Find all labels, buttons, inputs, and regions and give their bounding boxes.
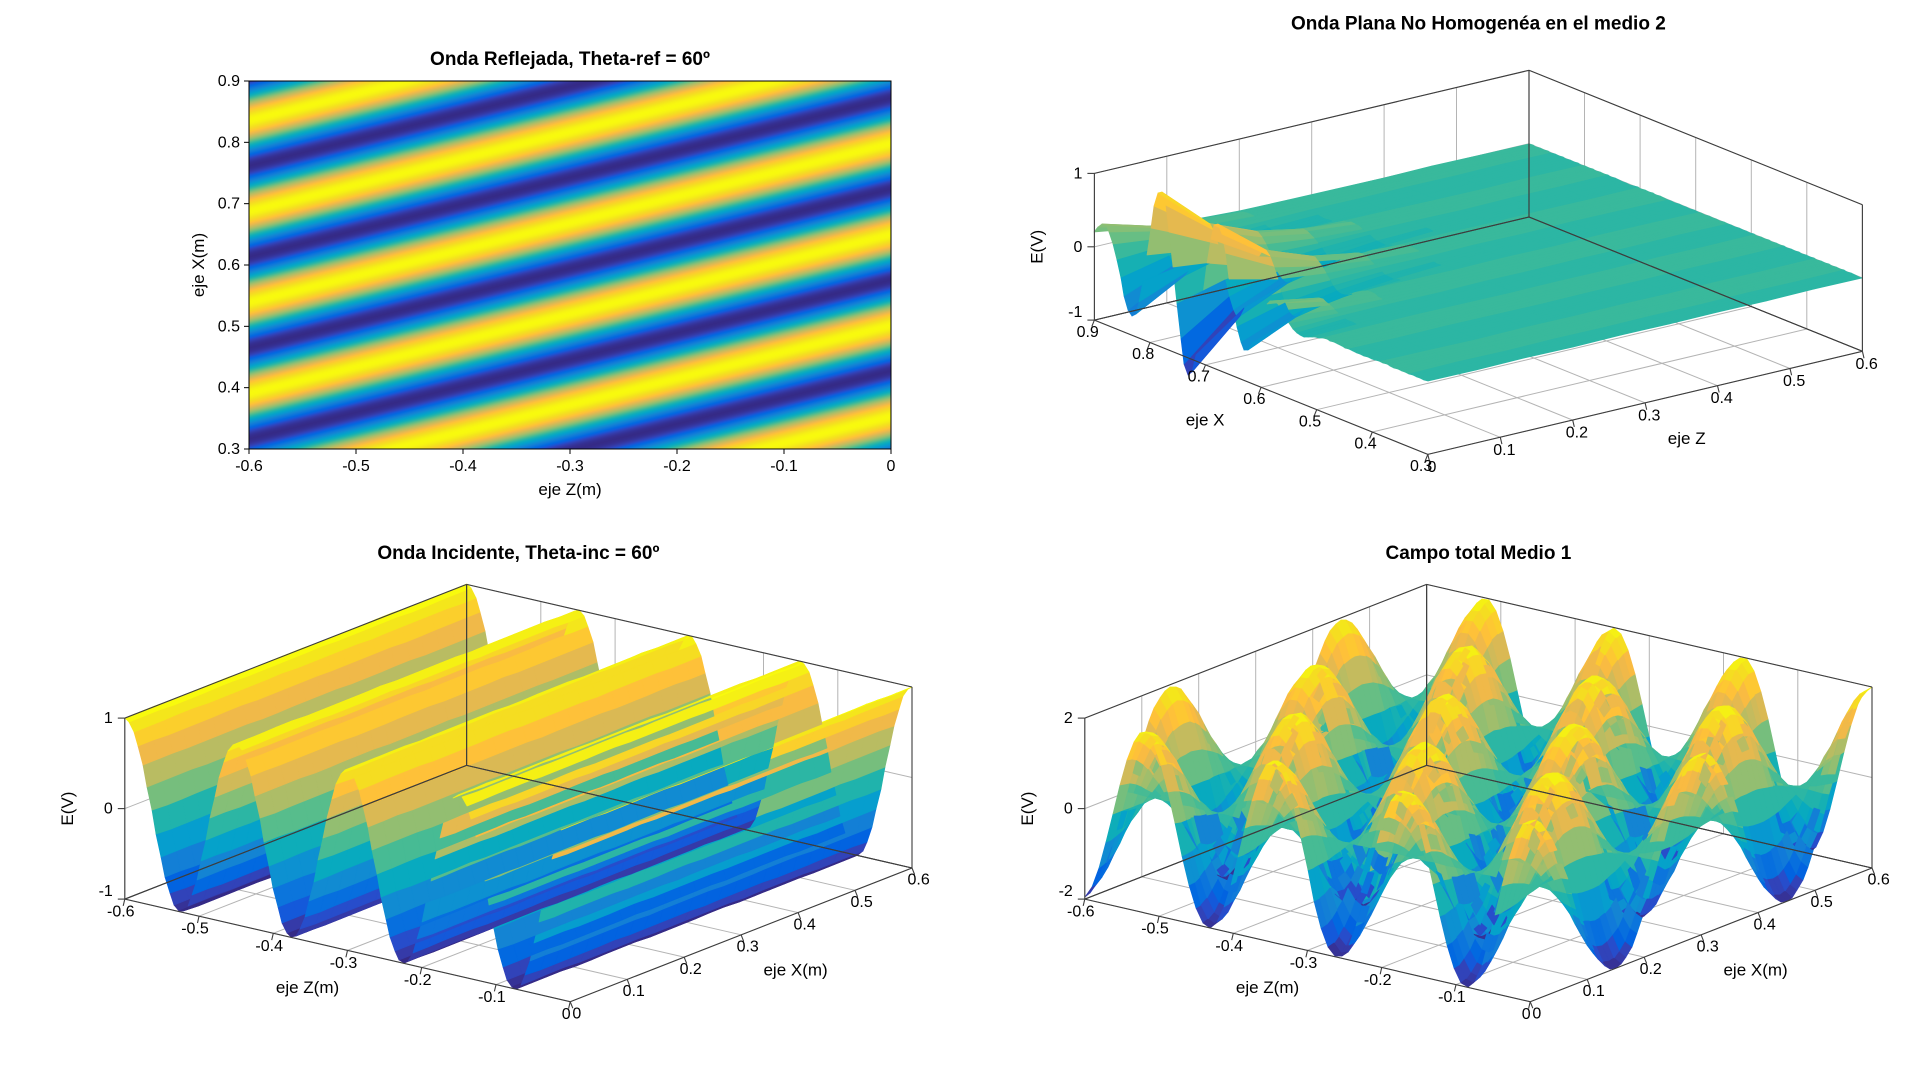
svg-text:-0.6: -0.6 — [107, 904, 135, 921]
svg-text:-1: -1 — [99, 883, 113, 900]
svg-text:0.5: 0.5 — [218, 318, 240, 335]
svg-text:0.6: 0.6 — [1243, 391, 1265, 408]
svg-text:0.4: 0.4 — [1354, 436, 1376, 453]
svg-text:eje X(m): eje X(m) — [189, 233, 208, 297]
svg-text:0.7: 0.7 — [218, 196, 240, 213]
svg-text:-0.3: -0.3 — [330, 955, 358, 972]
svg-text:eje Z(m): eje Z(m) — [538, 480, 601, 499]
svg-text:0.2: 0.2 — [680, 961, 702, 978]
svg-text:0.3: 0.3 — [1638, 407, 1660, 424]
svg-text:eje Z: eje Z — [1668, 429, 1706, 448]
svg-text:E(V): E(V) — [58, 792, 77, 826]
svg-text:0.6: 0.6 — [907, 872, 929, 889]
svg-text:0.3: 0.3 — [737, 939, 759, 956]
svg-text:0.9: 0.9 — [218, 73, 240, 90]
svg-text:0.4: 0.4 — [218, 380, 240, 397]
svg-text:0.8: 0.8 — [218, 134, 240, 151]
svg-text:0: 0 — [572, 1006, 581, 1023]
svg-text:-0.1: -0.1 — [770, 458, 798, 475]
svg-text:0: 0 — [1073, 239, 1082, 256]
svg-text:0.7: 0.7 — [1188, 369, 1210, 386]
svg-text:0.4: 0.4 — [1711, 390, 1733, 407]
svg-text:0: 0 — [887, 458, 896, 475]
svg-text:-0.2: -0.2 — [404, 972, 432, 989]
svg-text:0.3: 0.3 — [218, 441, 240, 458]
svg-text:0.5: 0.5 — [1783, 373, 1805, 390]
svg-text:0: 0 — [562, 1006, 571, 1023]
svg-text:-0.4: -0.4 — [255, 938, 283, 955]
svg-text:eje Z(m): eje Z(m) — [276, 978, 339, 997]
svg-text:eje X(m): eje X(m) — [763, 961, 827, 980]
svg-text:-0.1: -0.1 — [478, 989, 506, 1006]
svg-text:0.5: 0.5 — [1299, 413, 1321, 430]
svg-text:-0.5: -0.5 — [342, 458, 370, 475]
svg-text:eje X: eje X — [1186, 411, 1225, 430]
svg-text:0: 0 — [104, 801, 113, 818]
svg-text:Onda Reflejada, Theta-ref = 6: Onda Reflejada, Theta-ref = 60º — [430, 49, 710, 70]
svg-text:E(V): E(V) — [1027, 230, 1046, 264]
svg-text:0.6: 0.6 — [1855, 356, 1877, 373]
svg-text:-0.3: -0.3 — [556, 458, 584, 475]
svg-text:0.1: 0.1 — [623, 983, 645, 1000]
svg-text:0.6: 0.6 — [218, 257, 240, 274]
svg-text:0.2: 0.2 — [1566, 425, 1588, 442]
svg-text:Onda Plana No Homogenéa en el: Onda Plana No Homogenéa en el medio 2 — [1291, 14, 1666, 35]
svg-text:-1: -1 — [1068, 304, 1082, 321]
svg-text:0.8: 0.8 — [1132, 346, 1154, 363]
svg-text:-0.6: -0.6 — [235, 458, 263, 475]
svg-text:-0.5: -0.5 — [181, 921, 209, 938]
svg-text:-0.4: -0.4 — [449, 458, 477, 475]
svg-text:0.3: 0.3 — [1410, 458, 1432, 475]
svg-text:0.1: 0.1 — [1493, 442, 1515, 459]
svg-text:0.9: 0.9 — [1077, 324, 1099, 341]
svg-text:1: 1 — [104, 710, 113, 727]
svg-text:0.4: 0.4 — [793, 916, 815, 933]
svg-text:0.5: 0.5 — [850, 894, 872, 911]
svg-text:Onda Incidente, Theta-inc = 6: Onda Incidente, Theta-inc = 60º — [377, 543, 659, 564]
svg-text:-0.2: -0.2 — [663, 458, 691, 475]
svg-text:1: 1 — [1073, 165, 1082, 182]
